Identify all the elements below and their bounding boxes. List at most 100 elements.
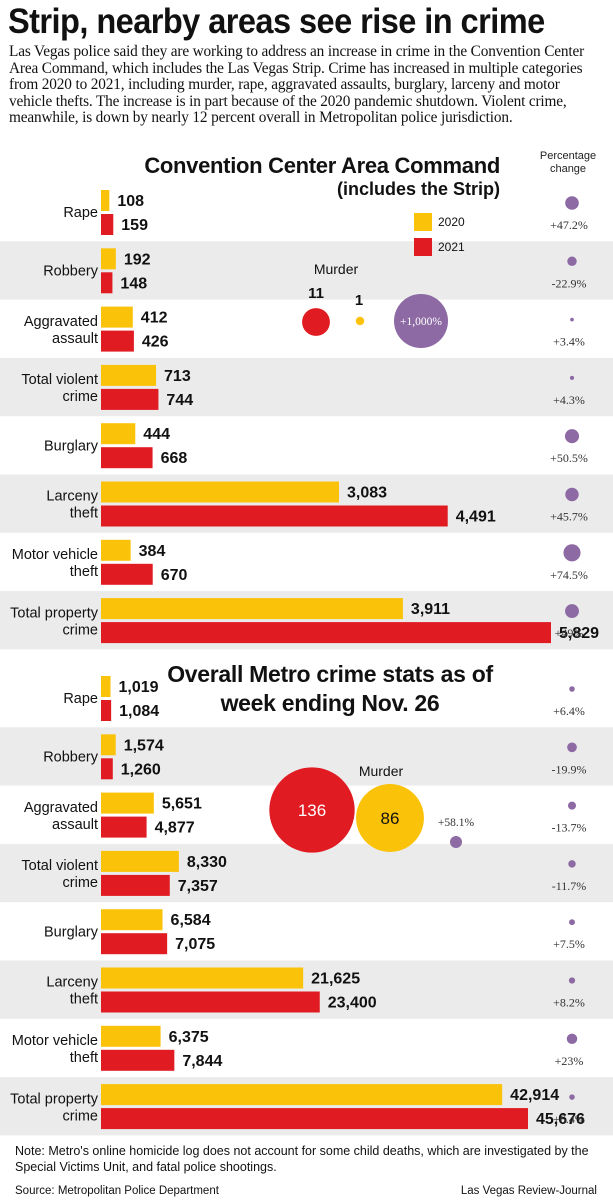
value-label-2021-0-aggravated-assault: 426 bbox=[142, 334, 169, 351]
category-label-0-motor-vehicle-theft: Motor vehicle bbox=[12, 547, 98, 563]
value-label-2021-1-total-property-crime: 45,676 bbox=[536, 1111, 585, 1128]
percent-label-1-larceny-theft: +8.2% bbox=[553, 996, 585, 1010]
bar-2020-1-robbery bbox=[101, 734, 116, 756]
percent-label-1-burglary: +7.5% bbox=[553, 937, 585, 951]
category-label-0-larceny-theft: theft bbox=[70, 506, 98, 522]
percent-bubble-1-motor-vehicle-theft bbox=[566, 1033, 578, 1045]
value-label-2021-0-burglary: 668 bbox=[161, 450, 188, 467]
value-label-2020-0-burglary: 444 bbox=[143, 426, 170, 443]
percent-label-0-burglary: +50.5% bbox=[550, 451, 588, 465]
category-label-1-total-violent-crime: Total violent bbox=[21, 858, 98, 874]
value-label-2021-1-larceny-theft: 23,400 bbox=[328, 995, 377, 1012]
source-line: Source: Metropolitan Police Department bbox=[15, 1185, 219, 1197]
value-label-2020-0-aggravated-assault: 412 bbox=[141, 310, 168, 327]
category-label-0-total-violent-crime: crime bbox=[63, 389, 98, 405]
bar-2021-0-robbery bbox=[101, 272, 113, 294]
murder-bubble-2020-metro bbox=[356, 784, 424, 852]
category-label-0-robbery: Robbery bbox=[43, 263, 99, 279]
percent-bubble-1-rape bbox=[569, 686, 575, 692]
bar-2021-0-total-property-crime bbox=[101, 622, 551, 644]
category-label-0-burglary: Burglary bbox=[44, 438, 99, 454]
bar-2020-1-motor-vehicle-theft bbox=[101, 1025, 161, 1047]
category-label-1-larceny-theft: theft bbox=[70, 992, 98, 1008]
bar-2020-0-total-violent-crime bbox=[101, 364, 157, 386]
category-label-1-motor-vehicle-theft: theft bbox=[70, 1050, 98, 1066]
percentage-change-header: Percentage change bbox=[539, 150, 597, 175]
value-label-2021-0-motor-vehicle-theft: 670 bbox=[161, 567, 188, 584]
value-label-2020-0-motor-vehicle-theft: 384 bbox=[139, 543, 166, 560]
percent-bubble-0-rape bbox=[565, 196, 579, 210]
category-label-1-larceny-theft: Larceny bbox=[46, 975, 98, 991]
category-label-1-aggravated-assault: assault bbox=[52, 817, 98, 833]
value-label-2020-0-rape: 108 bbox=[117, 193, 144, 210]
value-label-2021-0-total-property-crime: 5,829 bbox=[559, 625, 599, 642]
bar-2021-1-robbery bbox=[101, 758, 113, 780]
murder-bubble-2021-convention-center bbox=[302, 308, 330, 336]
category-label-1-total-violent-crime: crime bbox=[63, 875, 98, 891]
credit-line: Las Vegas Review-Journal bbox=[460, 1185, 597, 1197]
percent-bubble-0-total-property-crime bbox=[565, 604, 579, 619]
murder-value-2021-convention-center: 11 bbox=[308, 285, 324, 302]
percent-bubble-0-robbery bbox=[567, 256, 577, 267]
percent-bubble-1-burglary bbox=[569, 919, 575, 926]
bar-2021-1-aggravated-assault bbox=[101, 816, 147, 838]
percent-label-0-total-violent-crime: +4.3% bbox=[553, 393, 585, 407]
percent-bubble-1-robbery bbox=[567, 742, 577, 753]
bar-2021-1-burglary bbox=[101, 933, 168, 955]
percent-bubble-0-total-violent-crime bbox=[569, 375, 575, 380]
value-label-2021-1-aggravated-assault: 4,877 bbox=[155, 820, 195, 837]
value-label-2020-1-total-violent-crime: 8,330 bbox=[187, 854, 227, 871]
percent-bubble-0-aggravated-assault bbox=[570, 317, 574, 322]
legend-swatch-2020 bbox=[414, 213, 432, 231]
value-label-2020-0-total-property-crime: 3,911 bbox=[411, 601, 450, 618]
category-label-0-total-property-crime: crime bbox=[63, 622, 98, 638]
bar-2021-0-motor-vehicle-theft bbox=[101, 563, 153, 585]
category-label-1-aggravated-assault: Aggravated bbox=[24, 800, 98, 816]
category-label-0-motor-vehicle-theft: theft bbox=[70, 564, 98, 580]
percent-label-0-larceny-theft: +45.7% bbox=[550, 510, 588, 524]
value-label-2021-0-larceny-theft: 4,491 bbox=[456, 509, 496, 526]
percent-label-0-motor-vehicle-theft: +74.5% bbox=[550, 568, 588, 582]
category-label-0-larceny-theft: Larceny bbox=[46, 489, 98, 505]
value-label-2021-1-burglary: 7,075 bbox=[175, 936, 215, 953]
murder-bubble-2020-convention-center bbox=[355, 316, 365, 326]
bar-2021-0-larceny-theft bbox=[101, 505, 448, 527]
category-label-1-robbery: Robbery bbox=[43, 749, 99, 765]
category-label-0-total-violent-crime: Total violent bbox=[21, 372, 98, 388]
bar-2021-1-larceny-theft bbox=[101, 991, 320, 1013]
percent-label-0-total-property-crime: +49% bbox=[555, 626, 584, 640]
intro-paragraph: Las Vegas police said they are working t… bbox=[9, 43, 585, 127]
category-label-1-total-property-crime: crime bbox=[63, 1108, 98, 1124]
percent-bubble-1-total-property-crime bbox=[569, 1094, 575, 1100]
value-label-2021-1-motor-vehicle-theft: 7,844 bbox=[182, 1053, 222, 1070]
legend-label-2020: 2020 bbox=[438, 215, 465, 229]
section-subtitle-strip: (includes the Strip) bbox=[336, 179, 500, 199]
percent-bubble-1-larceny-theft bbox=[568, 977, 576, 984]
bar-2020-0-larceny-theft bbox=[101, 481, 340, 503]
legend-label-2021: 2021 bbox=[438, 240, 465, 254]
bar-2021-1-rape bbox=[101, 700, 112, 721]
murder-value-2020-convention-center: 1 bbox=[355, 292, 363, 309]
value-label-2021-0-rape: 159 bbox=[121, 217, 148, 234]
bar-2021-0-total-violent-crime bbox=[101, 388, 159, 410]
value-label-2020-1-motor-vehicle-theft: 6,375 bbox=[169, 1029, 209, 1046]
bar-2021-0-aggravated-assault bbox=[101, 330, 134, 352]
murder-change-bubble-metro bbox=[450, 836, 462, 848]
murder-label-metro: Murder bbox=[359, 763, 404, 779]
category-label-0-aggravated-assault: assault bbox=[52, 331, 98, 347]
percent-label-1-motor-vehicle-theft: +23% bbox=[555, 1054, 584, 1068]
bar-2020-1-total-violent-crime bbox=[101, 850, 179, 872]
value-label-2020-1-total-property-crime: 42,914 bbox=[510, 1087, 559, 1104]
value-label-2020-1-robbery: 1,574 bbox=[124, 737, 164, 754]
category-label-1-total-property-crime: Total property bbox=[10, 1091, 99, 1107]
bar-2020-1-burglary bbox=[101, 909, 163, 931]
category-label-1-rape: Rape bbox=[63, 691, 98, 707]
footnote: Note: Metro's online homicide log does n… bbox=[15, 1144, 589, 1174]
percent-bubble-1-aggravated-assault bbox=[567, 801, 577, 810]
percent-label-0-rape: +47.2% bbox=[550, 218, 588, 232]
bar-2021-0-burglary bbox=[101, 447, 153, 469]
bar-2021-1-total-violent-crime bbox=[101, 874, 170, 896]
value-label-2021-0-total-violent-crime: 744 bbox=[166, 392, 193, 409]
murder-change-bubble-convention-center bbox=[394, 294, 448, 348]
value-label-2020-1-aggravated-assault: 5,651 bbox=[162, 796, 202, 813]
